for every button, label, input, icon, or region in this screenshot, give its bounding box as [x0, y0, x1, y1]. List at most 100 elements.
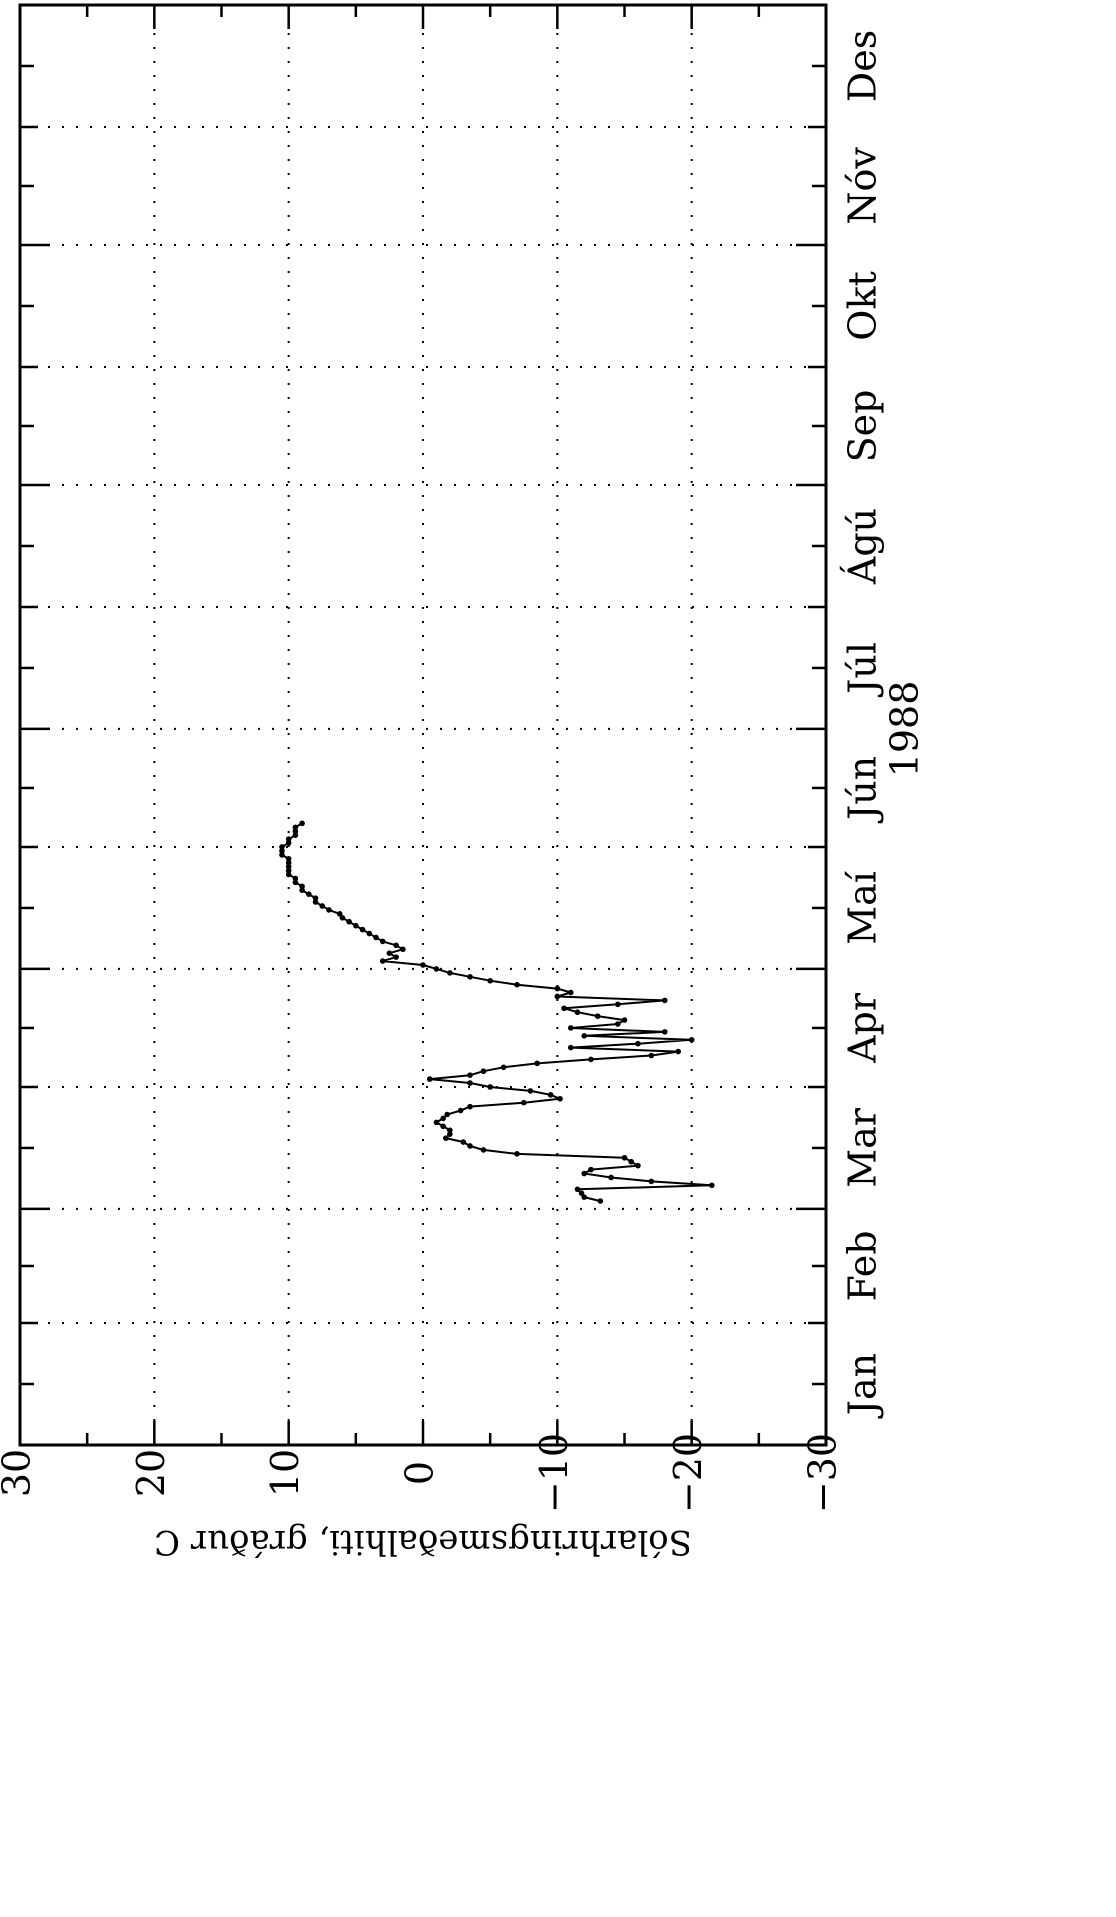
data-point-0-0-5	[648, 1178, 655, 1185]
data-point-0-0-24	[467, 1103, 473, 1110]
y-axis-label: Sólarhringsmeðalhiti, gráður C	[154, 1522, 692, 1562]
data-point-0-0-50	[614, 1001, 621, 1008]
data-point-0-0-22	[444, 1111, 450, 1118]
data-point-0-0-76	[312, 899, 319, 905]
data-point-0-0-1	[581, 1194, 587, 1200]
data-point-0-0-41	[688, 1036, 695, 1043]
data-point-0-0-96	[299, 820, 305, 827]
data-point-0-0-13	[480, 1147, 487, 1153]
data-point-0-0-55	[514, 981, 520, 988]
data-point-0-0-89	[279, 848, 285, 854]
value-tick-label-0: 30	[0, 1449, 39, 1497]
data-point-0-0-80	[299, 883, 305, 890]
data-point-0-0-85	[285, 863, 292, 870]
month-label-11: Des	[841, 30, 885, 102]
labels: 30 20 10 0 −10 −20 −30 Jan Feb Mar Apr Maí Jún Júl Ágú…	[0, 30, 927, 1562]
data-point-0-0-70	[353, 922, 359, 929]
series	[279, 820, 715, 1204]
data-point-0-0-30	[467, 1080, 473, 1086]
month-label-8: Sep	[841, 390, 885, 463]
value-tick-label-2: 10	[263, 1449, 307, 1497]
data-point-0-0-26	[557, 1095, 563, 1102]
data-point-0-0-28	[527, 1088, 534, 1094]
data-point-0-0-23	[457, 1107, 464, 1114]
data-point-0-0-88	[279, 852, 285, 858]
data-point-0-0-64	[400, 946, 406, 953]
value-tick-label-4: −10	[532, 1433, 576, 1513]
data-point-0-0-94	[292, 828, 299, 835]
data-point-0-0-91	[285, 840, 292, 846]
data-point-0-0-86	[285, 859, 292, 866]
data-point-0-0-34	[500, 1064, 507, 1071]
data-point-0-0-75	[319, 903, 326, 909]
data-point-0-0-78	[306, 891, 312, 897]
data-point-0-0-12	[514, 1151, 520, 1157]
data-point-0-0-54	[554, 985, 561, 992]
data-point-0-0-37	[648, 1052, 655, 1059]
month-label-1: Feb	[841, 1230, 885, 1301]
data-point-0-0-82	[292, 875, 299, 882]
data-point-0-0-15	[460, 1139, 467, 1145]
data-point-0-0-10	[628, 1158, 635, 1165]
series-line-0-0	[280, 822, 713, 1203]
data-point-0-0-14	[467, 1143, 473, 1149]
data-point-0-0-87	[285, 855, 292, 862]
data-point-0-0-6	[608, 1174, 614, 1181]
data-point-0-0-39	[567, 1044, 574, 1051]
data-point-0-0-48	[574, 1009, 581, 1016]
data-point-0-0-27	[547, 1092, 554, 1098]
month-label-3: Apr	[841, 992, 885, 1064]
data-point-0-0-17	[447, 1131, 453, 1137]
data-point-0-0-19	[440, 1123, 446, 1130]
data-point-0-0-74	[326, 907, 332, 913]
data-point-0-0-65	[393, 942, 399, 949]
value-tick-label-3: 0	[398, 1461, 442, 1485]
month-label-0: Jan	[841, 1353, 885, 1419]
data-point-0-0-73	[336, 911, 343, 917]
data-point-0-0-52	[554, 993, 561, 1000]
data-point-0-0-61	[379, 958, 386, 964]
data-point-0-0-25	[520, 1099, 527, 1106]
data-point-0-0-49	[561, 1005, 567, 1012]
data-point-0-0-77	[312, 895, 319, 901]
month-label-7: Ágú	[841, 508, 885, 585]
data-point-0-0-20	[433, 1119, 440, 1126]
data-point-0-0-32	[467, 1072, 473, 1078]
data-point-0-0-4	[709, 1182, 715, 1189]
data-point-0-0-36	[588, 1056, 594, 1063]
data-point-0-0-8	[588, 1166, 594, 1173]
data-point-0-0-51	[662, 997, 668, 1004]
data-point-0-0-16	[443, 1135, 449, 1141]
data-point-0-0-66	[379, 938, 386, 945]
data-point-0-0-83	[285, 871, 292, 878]
data-point-0-0-2	[578, 1190, 585, 1196]
data-point-0-0-46	[621, 1017, 628, 1023]
month-label-5: Jún	[841, 756, 885, 824]
data-point-0-0-31	[426, 1076, 433, 1082]
month-label-6: Júl	[841, 642, 885, 698]
data-point-0-0-33	[480, 1068, 487, 1075]
data-point-0-0-95	[292, 824, 299, 831]
value-tick-label-1: 20	[129, 1449, 173, 1497]
data-point-0-0-47	[594, 1013, 601, 1019]
data-point-0-0-63	[386, 950, 393, 956]
data-point-0-0-59	[433, 966, 440, 972]
data-point-0-0-43	[662, 1029, 668, 1035]
data-point-0-0-57	[467, 974, 473, 980]
data-point-0-0-42	[581, 1033, 587, 1039]
grid	[20, 5, 826, 1445]
data-point-0-0-92	[285, 836, 292, 842]
month-label-9: Okt	[841, 271, 885, 340]
data-point-0-0-53	[567, 989, 574, 996]
data-point-0-0-11	[621, 1154, 628, 1161]
month-label-2: Mar	[841, 1107, 885, 1188]
data-point-0-0-7	[581, 1170, 587, 1177]
data-point-0-0-44	[567, 1025, 574, 1031]
data-point-0-0-18	[447, 1127, 453, 1134]
data-point-0-0-68	[366, 930, 373, 937]
data-point-0-0-3	[574, 1186, 581, 1193]
month-label-4: Maí	[841, 870, 885, 945]
data-point-0-0-90	[279, 844, 285, 850]
data-point-0-0-69	[359, 926, 366, 933]
